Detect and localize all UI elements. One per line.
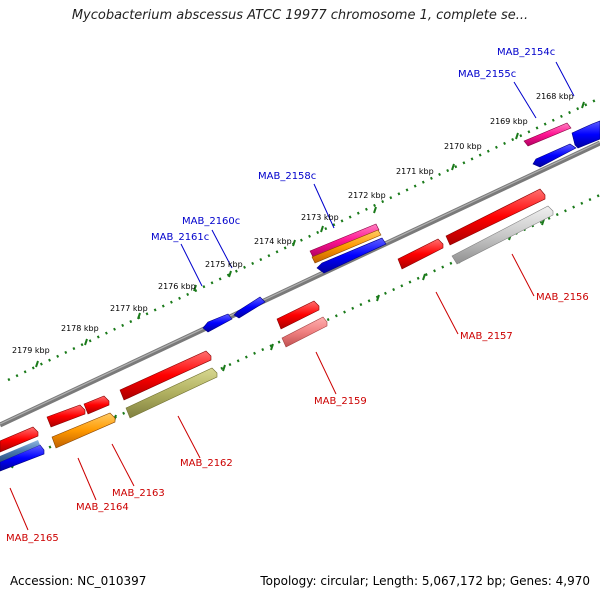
gene-label-mab2161c[interactable]: MAB_2161c [151,232,209,243]
ruler-label: 2171 kbp [396,167,434,176]
ruler-label: 2173 kbp [301,213,339,222]
gene-block-mab2165-a[interactable] [0,426,39,453]
lower-callout-lines [9,253,535,531]
gene-label-mab2159[interactable]: MAB_2159 [314,396,367,407]
ruler-label: 2174 kbp [254,237,292,246]
chromosome-backbone [0,140,600,428]
gene-block-mab2155c-b[interactable] [532,143,577,168]
ruler-label: 2170 kbp [444,142,482,151]
ruler-label: 2168 kbp [536,92,574,101]
gene-block-mab2161c[interactable] [202,313,233,333]
accession-text: Accession: NC_010397 [10,574,147,588]
gene-block-mab2155c-a[interactable] [523,122,572,147]
gene-block-mab2159-b[interactable] [281,316,328,348]
gene-block-mab2158c-a[interactable] [309,223,380,258]
gene-block-mab2156-a[interactable] [445,188,546,246]
gene-block-mab2163-a[interactable] [83,395,110,415]
outer-ruler-line [7,96,600,382]
gene-block-mab2154c[interactable] [571,120,600,149]
genome-summary: Topology: circular; Length: 5,067,172 bp… [260,574,590,588]
upper-callout-lines [180,61,575,287]
gene-block-mab2159-a[interactable] [276,300,320,330]
gene-block-mab2160c[interactable] [233,296,266,319]
gene-block-mab2162-b[interactable] [125,367,218,419]
gene-label-mab2160c[interactable]: MAB_2160c [182,216,240,227]
gene-label-mab2165[interactable]: MAB_2165 [6,533,59,544]
gene-label-mab2162[interactable]: MAB_2162 [180,458,233,469]
ruler-label: 2177 kbp [110,304,148,313]
gene-label-mab2164[interactable]: MAB_2164 [76,502,129,513]
gene-block-mab2165-b[interactable] [0,444,45,472]
gene-label-mab2154c[interactable]: MAB_2154c [497,47,555,58]
gene-block-mab2162-a[interactable] [119,350,212,401]
gene-label-mab2163[interactable]: MAB_2163 [112,488,165,499]
map-title: Mycobacterium abscessus ATCC 19977 chrom… [71,8,529,23]
gene-label-mab2155c[interactable]: MAB_2155c [458,69,516,80]
gene-label-mab2157[interactable]: MAB_2157 [460,331,513,342]
gene-label-mab2156[interactable]: MAB_2156 [536,292,589,303]
gene-block-mab2164[interactable] [46,404,86,428]
ruler-label: 2179 kbp [12,346,50,355]
gene-label-mab2158c[interactable]: MAB_2158c [258,171,316,182]
gene-block-mab2163-b[interactable] [51,412,116,449]
ruler-label: 2178 kbp [61,324,99,333]
gene-block-mab2158c-c[interactable] [316,237,387,274]
ruler-label: 2172 kbp [348,191,386,200]
gene-block-mab2157[interactable] [397,238,444,270]
gene-block-mab2156-b[interactable] [451,205,554,265]
ruler-label: 2176 kbp [158,282,196,291]
outer-ruler-ticks [35,101,585,368]
gene-block-mab2165-c [0,440,40,462]
ruler-label: 2175 kbp [205,260,243,269]
gene-block-mab2158c-b[interactable] [311,229,382,264]
ruler-label: 2169 kbp [490,117,528,126]
